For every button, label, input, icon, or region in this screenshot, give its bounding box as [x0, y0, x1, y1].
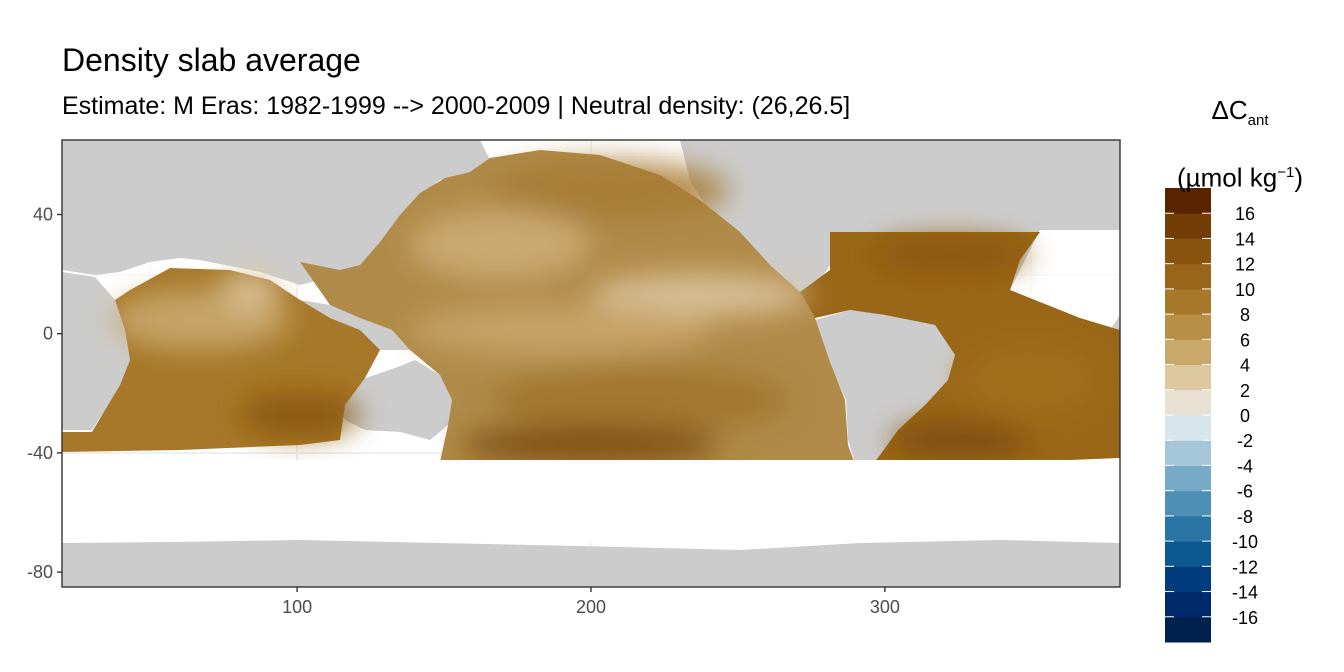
- colorbar-swatch: [1165, 490, 1211, 517]
- colorbar-swatch: [1165, 566, 1211, 593]
- y-tick-label: 0: [43, 324, 53, 344]
- legend-title-sub: ant: [1247, 112, 1269, 130]
- colorbar-label: -16: [1232, 608, 1258, 628]
- x-axis: 100 200 300: [282, 587, 900, 617]
- x-tick-label: 200: [576, 597, 606, 617]
- colorbar-swatch: [1165, 541, 1211, 567]
- colorbar: 16 14 12 10 8 6 4 2 0 -2 -4 -6 -8 -10 -12 -14 -16: [1165, 188, 1258, 643]
- colorbar-label: 14: [1235, 229, 1255, 249]
- colorbar-label: 8: [1240, 305, 1250, 325]
- no-data-band: [62, 460, 1120, 543]
- colorbar-swatch: [1165, 515, 1211, 542]
- legend-title-main: ΔC: [1211, 95, 1248, 125]
- colorbar-label: 0: [1240, 406, 1250, 426]
- colorbar-label: -6: [1237, 482, 1253, 502]
- colorbar-label: -10: [1232, 532, 1258, 552]
- colorbar-label: -4: [1237, 456, 1253, 476]
- colorbar-swatch: [1165, 288, 1211, 315]
- x-tick-label: 300: [870, 597, 900, 617]
- y-tick-label: 40: [33, 205, 53, 225]
- chart-title: Density slab average: [62, 42, 361, 78]
- colorbar-label: -14: [1232, 583, 1258, 603]
- colorbar-label: -2: [1237, 431, 1253, 451]
- colorbar-label: -12: [1232, 557, 1258, 577]
- ocean-field: [62, 150, 1120, 472]
- x-tick-label: 100: [282, 597, 312, 617]
- colorbar-swatch: [1165, 238, 1211, 265]
- colorbar-swatch: [1165, 465, 1211, 492]
- colorbar-swatch: [1165, 263, 1211, 290]
- antarctica: [62, 540, 1120, 587]
- colorbar-swatch: [1165, 339, 1211, 366]
- colorbar-swatch: [1165, 440, 1211, 466]
- legend-unit-post: ): [1294, 162, 1303, 193]
- colorbar-label: 16: [1235, 204, 1255, 224]
- land-south: [300, 300, 955, 472]
- colorbar-label: 10: [1235, 280, 1255, 300]
- colorbar-swatch: [1165, 213, 1211, 239]
- colorbar-swatch: [1165, 616, 1211, 643]
- colorbar-label: -8: [1237, 507, 1253, 527]
- y-tick-label: -80: [27, 562, 53, 582]
- colorbar-swatch: [1165, 314, 1211, 340]
- legend-title: ΔCant (µmol kg−1): [1160, 84, 1320, 204]
- colorbar-swatch: [1165, 389, 1211, 416]
- legend-unit-sup: −1: [1277, 164, 1295, 182]
- chart-subtitle: Estimate: M Eras: 1982-1999 --> 2000-200…: [62, 92, 851, 120]
- y-tick-label: -40: [27, 443, 53, 463]
- colorbar-label: 6: [1240, 330, 1250, 350]
- colorbar-label: 2: [1240, 381, 1250, 401]
- colorbar-swatch: [1165, 415, 1211, 441]
- colorbar-label: 4: [1240, 356, 1250, 376]
- colorbar-label: 12: [1235, 255, 1255, 275]
- colorbar-swatch: [1165, 188, 1211, 214]
- colorbar-swatch: [1165, 364, 1211, 391]
- colorbar-swatch: [1165, 591, 1211, 618]
- legend-unit-pre: (µmol kg: [1177, 162, 1278, 193]
- y-axis: 40 0 -40 -80: [27, 205, 62, 582]
